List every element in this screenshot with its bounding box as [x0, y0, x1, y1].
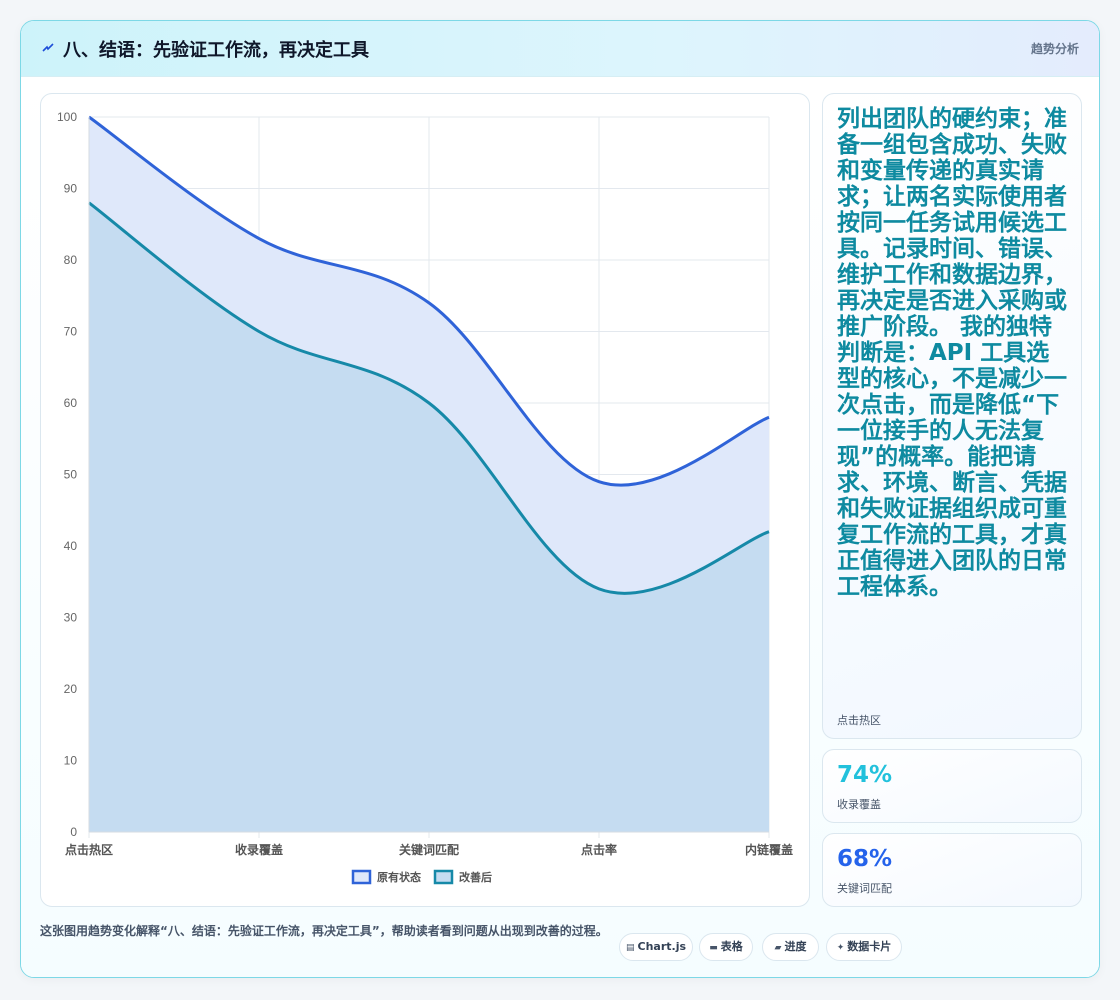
y-tick-label: 20: [64, 682, 78, 696]
y-tick-label: 30: [64, 611, 78, 625]
y-tick-label: 90: [64, 182, 78, 196]
stat-value: 68%: [837, 846, 893, 872]
main-card: 八、结语：先验证工作流，再决定工具 趋势分析 0 10 20 30 40 50 60 70 80…: [20, 20, 1100, 978]
stat-label: 关键词匹配: [837, 882, 892, 895]
stat-card-keyword: 68% 关键词匹配: [822, 833, 1082, 907]
card-icon: ✦: [836, 943, 845, 953]
x-tick-label: 收录覆盖: [235, 842, 283, 857]
legend-label: 改善后: [459, 870, 492, 884]
chart-panel: 0 10 20 30 40 50 60 70 80 90 100 点击热区 收录覆盖 关键词匹配 点击率 内链…: [40, 93, 810, 907]
chart-icon: ▤: [625, 943, 635, 953]
y-tick-label: 0: [70, 825, 77, 839]
y-tick-label: 50: [64, 468, 78, 482]
pill-datacard[interactable]: ✦ 数据卡片: [826, 933, 902, 961]
y-tick-label: 80: [64, 253, 78, 267]
summary-caption: 点击热区: [837, 714, 881, 727]
trend-icon: [42, 43, 54, 52]
footer-description: 这张图用趋势变化解释“八、结语：先验证工作流，再决定工具”，帮助读者看到问题从出…: [40, 924, 608, 938]
table-icon: ▬: [709, 943, 718, 953]
series-line-0: [88, 115, 770, 487]
y-tick-label: 40: [64, 539, 78, 553]
x-tick-label: 点击率: [581, 842, 617, 857]
summary-card: 列出团队的硬约束；准备一组包含成功、失败和变量传递的真实请求；让两名实际使用者按…: [822, 93, 1082, 739]
card-header: 八、结语：先验证工作流，再决定工具 趋势分析: [21, 21, 1099, 77]
stat-label: 收录覆盖: [837, 798, 881, 811]
legend-swatch: [351, 869, 372, 885]
pill-progress[interactable]: ▰ 进度: [762, 933, 819, 961]
x-tick-label: 关键词匹配: [399, 842, 459, 857]
stat-card-coverage: 74% 收录覆盖: [822, 749, 1082, 823]
x-tick-label: 点击热区: [65, 842, 113, 857]
y-tick-label: 10: [64, 754, 78, 768]
area-chart: 0 10 20 30 40 50 60 70 80 90 100 点击热区 收录覆盖 关键词匹配 点击率 内链…: [57, 110, 793, 885]
progress-icon: ▰: [774, 943, 782, 953]
x-tick-label: 内链覆盖: [745, 842, 793, 857]
pill-chartjs[interactable]: ▤ Chart.js: [619, 933, 693, 961]
y-tick-label: 70: [64, 325, 78, 339]
y-tick-label: 100: [57, 110, 77, 124]
legend-swatch: [433, 869, 454, 885]
pill-table[interactable]: ▬ 表格: [699, 933, 753, 961]
y-tick-label: 60: [64, 396, 78, 410]
summary-text: 列出团队的硬约束；准备一组包含成功、失败和变量传递的真实请求；让两名实际使用者按…: [837, 106, 1067, 600]
legend-label: 原有状态: [377, 870, 421, 884]
section-tag: 趋势分析: [1030, 42, 1079, 56]
page-title: 八、结语：先验证工作流，再决定工具: [63, 40, 369, 61]
series-area-1: [89, 202, 769, 833]
series-line-1: [88, 201, 770, 595]
stat-value: 74%: [837, 762, 893, 788]
